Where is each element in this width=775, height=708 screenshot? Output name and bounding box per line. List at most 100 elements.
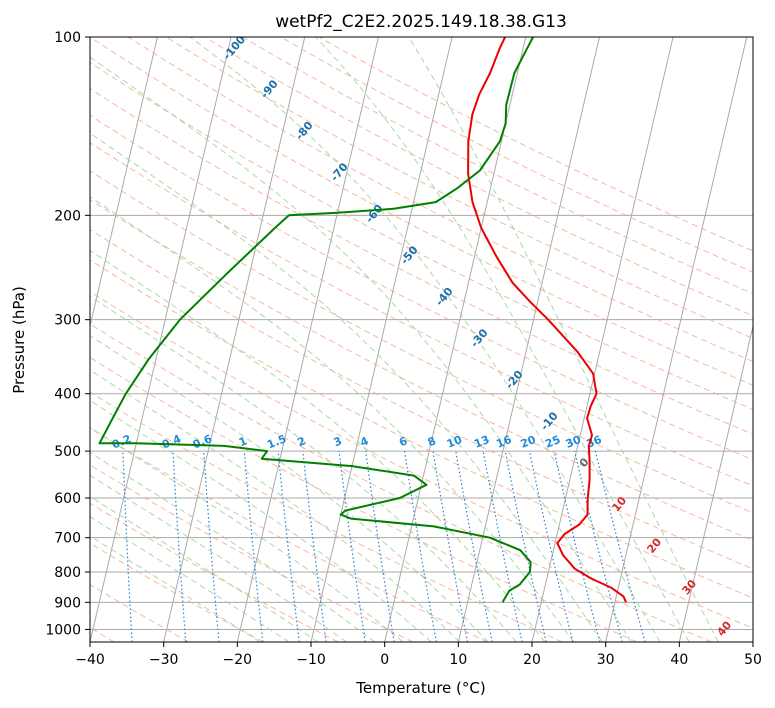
dry-adiabat [90, 228, 753, 570]
x-tick-label: −20 [223, 652, 253, 668]
y-tick-label: 400 [54, 387, 81, 403]
mixing-ratio-label: 1 [237, 434, 249, 449]
mixing-ratio-line [482, 450, 523, 642]
mixing-ratio-line [172, 451, 187, 642]
y-tick-label: 200 [54, 208, 81, 224]
isotherm [310, 37, 453, 642]
dry-adiabat [90, 142, 753, 487]
moist-adiabat [315, 37, 690, 642]
dry-adiabat-label: -90 [258, 77, 281, 101]
moist-adiabat [189, 37, 661, 642]
isotherm [384, 37, 527, 642]
mixing-ratio-label: 20 [519, 433, 538, 451]
moist-adiabat [90, 427, 404, 642]
y-tick-label: 600 [54, 491, 81, 507]
moist-adiabat [90, 369, 461, 642]
x-tick-label: −40 [75, 652, 105, 668]
x-tick-label: 40 [670, 652, 688, 668]
dry-adiabat [90, 464, 414, 642]
background-line-labels: 0.1 0.2 0.4 0.6 1 1.5 2 3 4 6 8 10 13 16 20 25 30 36-100-… [110, 37, 734, 639]
mixing-ratio-label: 8 [426, 434, 438, 449]
mixing-ratio-label: 30 [564, 433, 583, 451]
moist-adiabat [90, 399, 432, 642]
mixing-ratio-line [203, 451, 220, 642]
moist-adiabat [90, 132, 603, 642]
mixing-ratio-line [432, 451, 469, 642]
mixing-ratio-label: 1.5 [265, 432, 288, 451]
moist-adiabat [90, 495, 319, 642]
dry-adiabat [90, 584, 190, 642]
dry-adiabat [90, 356, 638, 642]
mixing-ratio-line [574, 450, 623, 642]
dry-adiabat-label: -50 [398, 243, 421, 267]
x-tick-label: −10 [296, 652, 326, 668]
moist-adiabat [90, 535, 261, 642]
y-axis-title: Pressure (hPa) [10, 286, 28, 394]
dry-adiabat [90, 502, 339, 642]
x-tick-label: 50 [744, 652, 762, 668]
chart-title: wetPf2_C2E2.2025.149.18.38.G13 [275, 12, 567, 32]
moist-adiabat [90, 451, 376, 642]
dry-adiabat-label: 40 [714, 618, 734, 638]
isotherm [605, 37, 748, 642]
x-tick-label: 0 [380, 652, 389, 668]
mixing-ratio-line [365, 451, 395, 642]
mixing-ratio-label: 25 [543, 433, 562, 451]
dry-adiabat [318, 37, 753, 252]
isotherm [90, 37, 232, 642]
moist-adiabat [90, 516, 290, 642]
dry-adiabat-label: -10 [538, 409, 561, 433]
moist-adiabat [90, 56, 632, 642]
dry-adiabat [204, 37, 753, 317]
moist-adiabat [90, 335, 489, 642]
mixing-ratio-label: 16 [494, 433, 513, 451]
dry-adiabat-label: -80 [293, 119, 316, 143]
y-tick-label: 500 [54, 444, 81, 460]
x-tick-label: −30 [149, 652, 179, 668]
dry-adiabat-label: -20 [503, 368, 526, 392]
y-tick-label: 900 [54, 595, 81, 611]
dry-adiabat-label: -40 [433, 285, 456, 309]
isotherm [531, 37, 674, 642]
dry-adiabat [242, 37, 753, 295]
dry-adiabat [90, 170, 753, 514]
plot-frame [89, 36, 754, 643]
temperature-profile [467, 37, 627, 603]
isotherm [457, 37, 600, 642]
dry-adiabat [90, 199, 753, 542]
mixing-ratio-label: 0.6 [191, 432, 214, 451]
mixing-ratio-label: 13 [472, 433, 491, 451]
dry-adiabat [127, 37, 753, 363]
mixing-ratio-label: 6 [397, 434, 409, 449]
moist-adiabat [90, 196, 574, 642]
x-axis-title: Temperature (°C) [355, 679, 485, 697]
mixing-ratio-line [455, 450, 493, 642]
isotherm [90, 37, 158, 329]
y-tick-label: 800 [54, 565, 81, 581]
mixing-ratio-label: 36 [585, 433, 604, 451]
x-tick-label: 30 [597, 652, 615, 668]
mixing-ratio-line [243, 451, 264, 642]
moist-adiabat [90, 249, 546, 642]
x-tick-label: 20 [523, 652, 541, 668]
profile-lines [98, 37, 627, 603]
mixing-ratio-line [594, 450, 646, 642]
moist-adiabat [90, 474, 347, 642]
mixing-ratio-line [504, 450, 547, 642]
isotherm [0, 37, 10, 642]
isotherm [163, 37, 306, 642]
dry-adiabat [90, 290, 753, 629]
dry-adiabat-label: 30 [679, 577, 699, 597]
mixing-ratio-label: 3 [332, 434, 344, 449]
dry-adiabat-label: 10 [609, 494, 629, 514]
y-tick-label: 1000 [45, 622, 81, 638]
mixing-ratio-line [338, 451, 366, 642]
y-tick-label: 100 [54, 30, 81, 46]
isotherm [236, 37, 379, 642]
mixing-ratio-line [277, 451, 300, 642]
dewpoint-profile [98, 37, 534, 603]
mixing-ratio-line [553, 450, 601, 642]
dry-adiabat [90, 114, 753, 461]
dry-adiabat [90, 323, 712, 642]
